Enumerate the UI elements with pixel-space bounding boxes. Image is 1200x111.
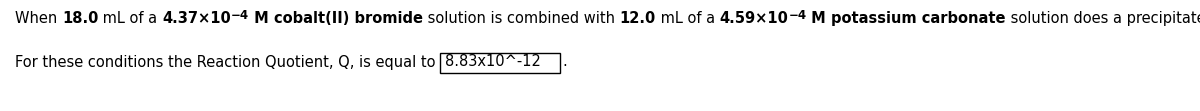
Text: M: M xyxy=(806,11,832,26)
Text: mL of a: mL of a xyxy=(98,11,162,26)
Text: When: When xyxy=(14,11,62,26)
Text: solution is combined with: solution is combined with xyxy=(422,11,619,26)
Text: 8.83x10^-12: 8.83x10^-12 xyxy=(445,54,541,69)
Text: .: . xyxy=(562,54,566,69)
Text: 4.37×10: 4.37×10 xyxy=(162,11,230,26)
Text: For these conditions the Reaction Quotient, Q, is equal to: For these conditions the Reaction Quotie… xyxy=(14,55,440,70)
Text: 18.0: 18.0 xyxy=(62,11,98,26)
Text: 12.0: 12.0 xyxy=(619,11,655,26)
Text: −4: −4 xyxy=(788,9,806,22)
Text: M: M xyxy=(248,11,274,26)
Text: cobalt(II) bromide: cobalt(II) bromide xyxy=(274,11,422,26)
Text: −4: −4 xyxy=(230,9,248,22)
Text: potassium carbonate: potassium carbonate xyxy=(832,11,1006,26)
Bar xyxy=(440,53,560,73)
Text: 4.59×10: 4.59×10 xyxy=(719,11,788,26)
Text: solution does a precipitate form?: solution does a precipitate form? xyxy=(1006,11,1200,26)
Text: mL of a: mL of a xyxy=(655,11,719,26)
